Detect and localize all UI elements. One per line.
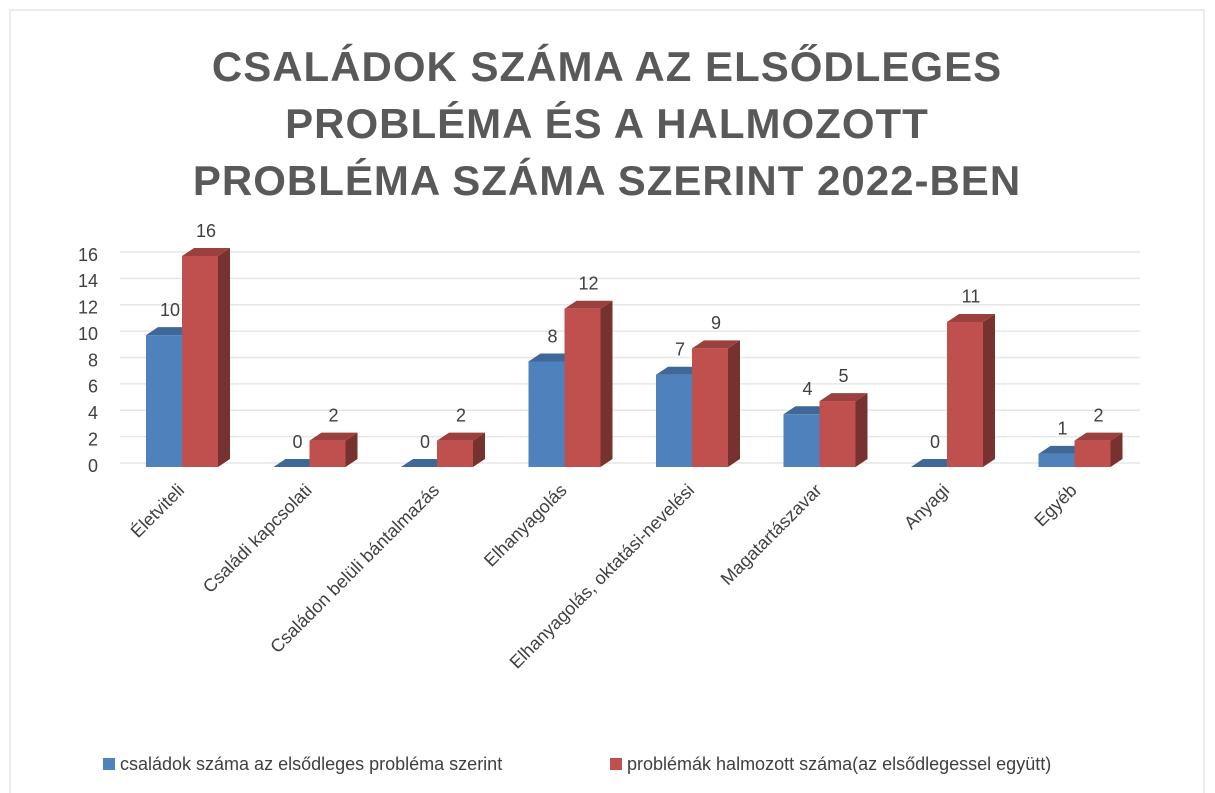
bar [564, 308, 601, 467]
bar [692, 348, 728, 467]
chart-title: CSALÁDOK SZÁMA AZ ELSŐDLEGES PROBLÉMA ÉS… [192, 43, 1022, 204]
data-label: 9 [711, 313, 721, 333]
bar-top [819, 393, 868, 402]
bar-top [437, 432, 485, 441]
bar-side [983, 313, 995, 467]
bar-top [692, 340, 740, 349]
bar-top [947, 313, 995, 322]
bar [783, 414, 820, 467]
y-tick-label: 12 [78, 298, 98, 318]
legend-swatch [610, 758, 622, 770]
bar [1038, 453, 1075, 467]
y-tick-label: 4 [88, 403, 98, 423]
legend-label: családok száma az elsődleges probléma sz… [120, 754, 502, 774]
legend-swatch [103, 758, 115, 770]
data-label: 7 [675, 339, 685, 359]
bar-top [564, 300, 613, 309]
bar-top [309, 432, 358, 441]
bar-side [728, 340, 740, 467]
bar-side [600, 300, 613, 467]
bar [309, 440, 346, 467]
y-tick-label: 6 [88, 377, 98, 397]
bar [437, 440, 473, 467]
bar [182, 256, 218, 467]
bar-top [1074, 432, 1123, 441]
y-tick-label: 8 [88, 350, 98, 370]
legend-label: problémák halmozott száma(az elsődlegess… [627, 754, 1051, 774]
bar [146, 335, 182, 467]
data-label: 0 [930, 432, 940, 452]
data-label: 10 [160, 300, 180, 320]
bar-side [855, 393, 868, 467]
bar-top [182, 248, 230, 256]
bar-side [473, 432, 485, 467]
data-label: 2 [1093, 405, 1103, 425]
data-label: 16 [196, 221, 216, 241]
data-label: 1 [1057, 419, 1067, 439]
y-tick-label: 10 [78, 324, 98, 344]
bar [528, 361, 565, 467]
data-label: 0 [292, 432, 302, 452]
data-label: 12 [578, 274, 598, 294]
bar [656, 374, 692, 467]
bar-side [1110, 432, 1123, 467]
data-label: 4 [802, 379, 812, 399]
data-label: 0 [420, 432, 430, 452]
bar [947, 321, 983, 467]
y-tick-label: 0 [88, 456, 98, 476]
data-label: 11 [962, 287, 981, 307]
bar [1074, 440, 1111, 467]
y-tick-label: 16 [78, 245, 98, 265]
data-label: 2 [456, 405, 466, 425]
y-tick-label: 2 [88, 429, 98, 449]
data-label: 5 [838, 366, 848, 386]
bar-side [345, 432, 358, 467]
bar-side [218, 248, 230, 467]
data-label: 2 [328, 405, 338, 425]
data-label: 8 [547, 326, 557, 346]
bar [819, 401, 856, 467]
y-tick-label: 14 [78, 271, 98, 291]
